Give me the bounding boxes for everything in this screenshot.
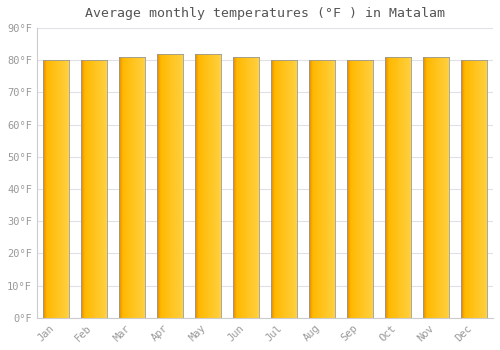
Title: Average monthly temperatures (°F ) in Matalam: Average monthly temperatures (°F ) in Ma… (85, 7, 445, 20)
